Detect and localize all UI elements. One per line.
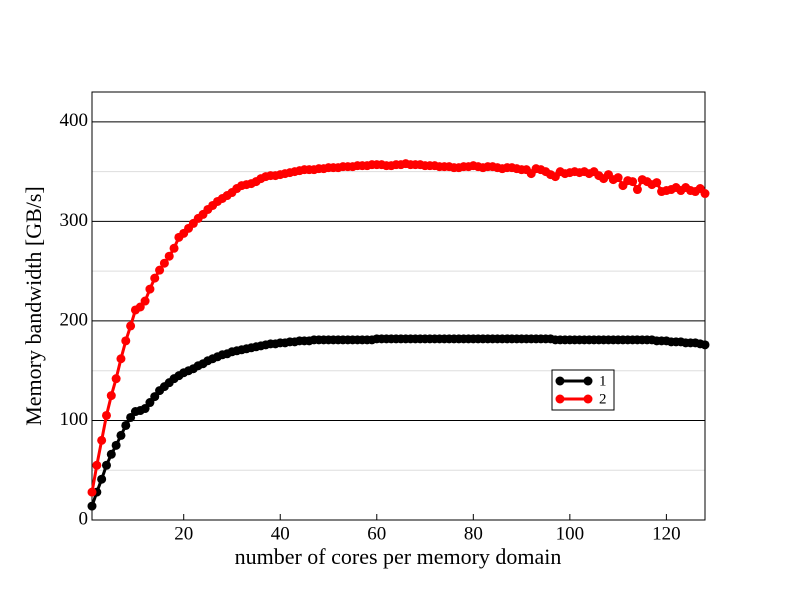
marker [145, 284, 155, 294]
marker [87, 487, 97, 497]
x-tick-label: 20 [174, 523, 193, 544]
series-line [90, 337, 706, 507]
marker [116, 430, 126, 440]
x-tick-label: 40 [271, 523, 290, 544]
y-tick-label: 400 [60, 110, 89, 131]
marker [121, 420, 131, 430]
x-tick-label: 120 [652, 523, 681, 544]
legend-box [551, 369, 615, 411]
marker [126, 321, 136, 331]
plot-frame [91, 91, 706, 521]
y-tick-label: 0 [79, 508, 89, 529]
x-axis-label: number of cores per memory domain [235, 544, 562, 569]
legend-label: 1 [599, 373, 607, 389]
legend-marker [555, 376, 565, 386]
legend-marker [555, 394, 565, 404]
marker [135, 302, 145, 312]
marker [628, 177, 638, 187]
x-tick-label: 60 [367, 523, 386, 544]
marker [169, 243, 179, 253]
marker [150, 392, 160, 402]
y-tick-label: 200 [60, 309, 89, 330]
marker [111, 374, 121, 384]
x-tick-label: 80 [464, 523, 483, 544]
legend-marker [583, 376, 593, 386]
marker [121, 336, 131, 346]
marker [97, 474, 107, 484]
marker [140, 404, 150, 414]
marker [87, 501, 97, 511]
marker [116, 354, 126, 364]
marker [101, 460, 111, 470]
marker [155, 265, 165, 275]
marker [145, 398, 155, 408]
marker [613, 173, 623, 183]
series-line [90, 162, 707, 493]
y-axis-label: Memory bandwidth [GB/s] [21, 186, 46, 426]
marker [632, 185, 642, 195]
marker [652, 178, 662, 188]
y-tick-label: 100 [60, 409, 89, 430]
y-tick-label: 300 [60, 210, 89, 231]
marker [111, 440, 121, 450]
marker [159, 258, 169, 268]
marker [101, 410, 111, 420]
marker [97, 435, 107, 445]
x-tick-label: 100 [556, 523, 585, 544]
marker [92, 460, 102, 470]
marker [126, 412, 136, 422]
marker [700, 189, 710, 199]
marker [150, 273, 160, 283]
legend-label: 2 [599, 391, 607, 407]
marker [140, 296, 150, 306]
marker [106, 449, 116, 459]
marker [106, 391, 116, 401]
marker [700, 340, 710, 350]
marker [164, 251, 174, 261]
legend-marker [583, 394, 593, 404]
